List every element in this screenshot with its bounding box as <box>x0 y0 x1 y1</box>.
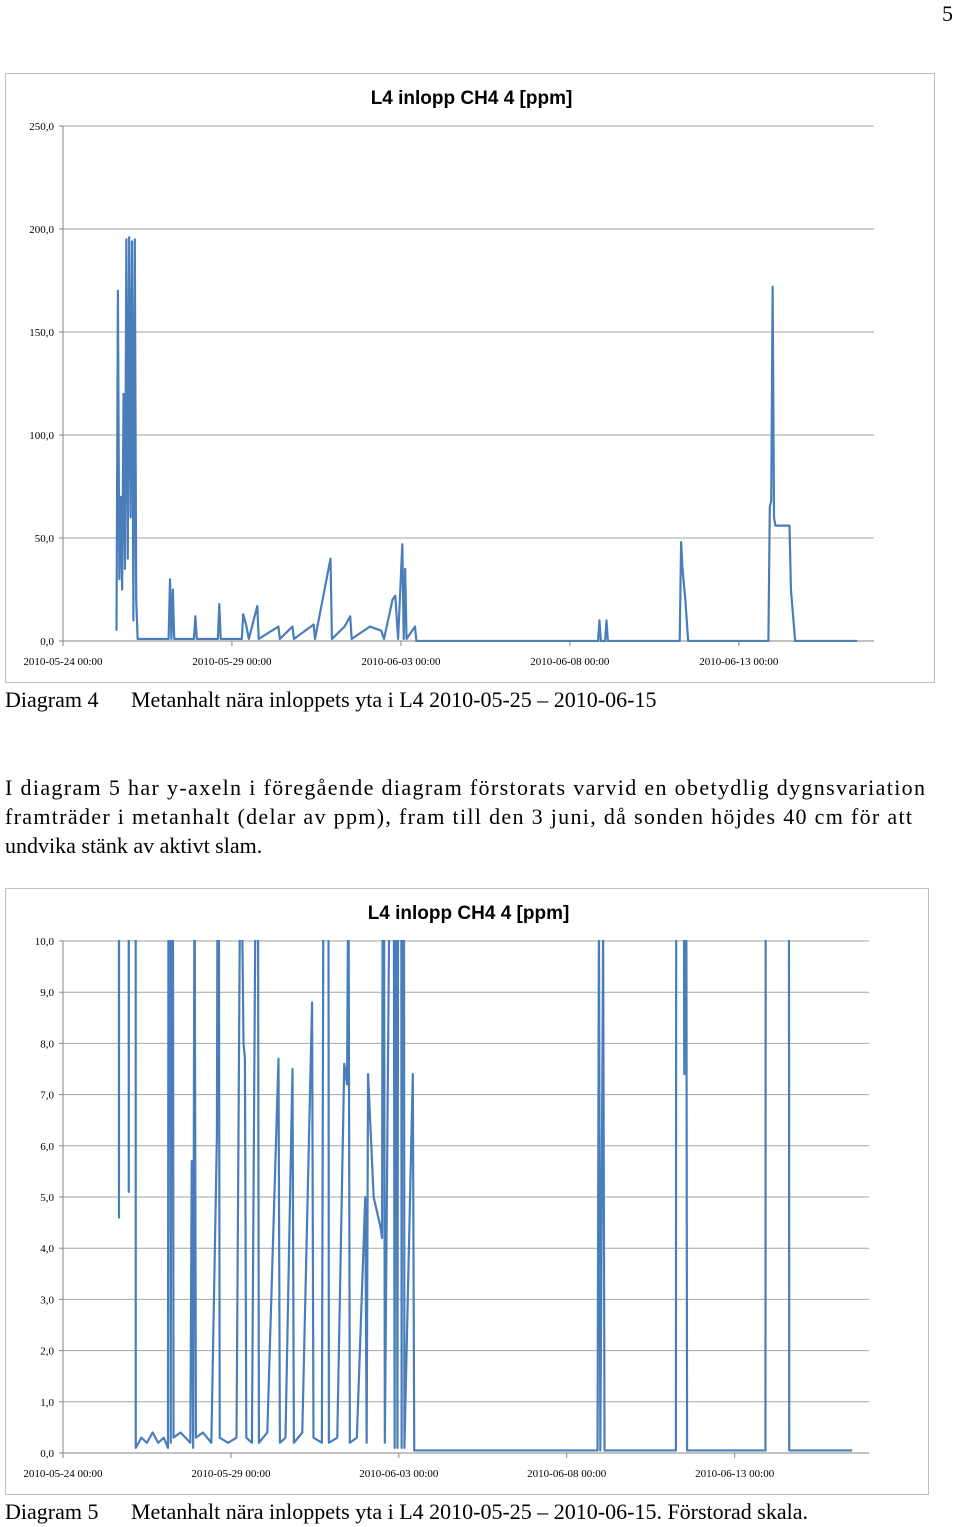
chart-frame <box>5 73 935 683</box>
y-tick-label: 0,0 <box>40 1448 54 1460</box>
caption-text: Metanhalt nära inloppets yta i L4 2010-0… <box>131 687 656 712</box>
chart-title: L4 inlopp CH4 4 [ppm] <box>368 903 570 924</box>
paragraph-line: undvika stänk av aktivt slam. <box>5 833 262 858</box>
chart-frame <box>5 888 929 1495</box>
y-tick-label: 250,0 <box>29 121 54 133</box>
paragraph-line: framträder i metanhalt (delar av ppm), f… <box>5 804 912 829</box>
x-tick-label: 2010-05-29 00:00 <box>192 656 272 668</box>
y-tick-label: 3,0 <box>40 1294 54 1306</box>
y-tick-label: 1,0 <box>40 1397 54 1409</box>
x-tick-label: 2010-06-13 00:00 <box>695 1468 775 1480</box>
y-tick-label: 7,0 <box>40 1090 54 1102</box>
x-tick-label: 2010-05-24 00:00 <box>23 1468 103 1480</box>
y-tick-label: 0,0 <box>40 636 54 648</box>
x-tick-label: 2010-06-08 00:00 <box>527 1468 607 1480</box>
y-tick-label: 5,0 <box>40 1192 54 1204</box>
x-tick-label: 2010-06-03 00:00 <box>361 656 441 668</box>
y-tick-label: 6,0 <box>40 1141 54 1153</box>
y-tick-label: 200,0 <box>29 224 54 236</box>
caption-label: Diagram 5 <box>5 1499 98 1524</box>
x-tick-label: 2010-06-13 00:00 <box>699 656 779 668</box>
chart-title: L4 inlopp CH4 4 [ppm] <box>371 88 573 109</box>
y-tick-label: 50,0 <box>35 533 55 545</box>
x-tick-label: 2010-06-08 00:00 <box>530 656 610 668</box>
paragraph-line: I diagram 5 har y-axeln i föregående dia… <box>5 775 925 800</box>
chart: L4 inlopp CH4 4 [ppm] 0,0 1,0 2,0 3,0 4,0 5,0 6… <box>5 888 929 1495</box>
y-tick-label: 9,0 <box>40 987 54 999</box>
data-line <box>117 940 853 1452</box>
caption-text: Metanhalt nära inloppets yta i L4 2010-0… <box>131 1499 808 1524</box>
caption-label: Diagram 4 <box>5 687 98 712</box>
y-tick-label: 2,0 <box>40 1346 54 1358</box>
y-tick-label: 4,0 <box>40 1243 54 1255</box>
x-tick-label: 2010-05-29 00:00 <box>191 1468 271 1480</box>
y-tick-label: 100,0 <box>29 430 54 442</box>
chart: L4 inlopp CH4 4 [ppm] 0,0 50,0 100,0 150,0 20… <box>5 73 935 683</box>
x-tick-label: 2010-05-24 00:00 <box>23 656 103 668</box>
x-tick-label: 2010-06-03 00:00 <box>359 1468 439 1480</box>
data-line <box>115 236 858 642</box>
y-tick-label: 10,0 <box>35 936 55 948</box>
page-number: 5 <box>942 1 953 26</box>
y-tick-label: 150,0 <box>29 327 54 339</box>
y-tick-label: 8,0 <box>40 1038 54 1050</box>
